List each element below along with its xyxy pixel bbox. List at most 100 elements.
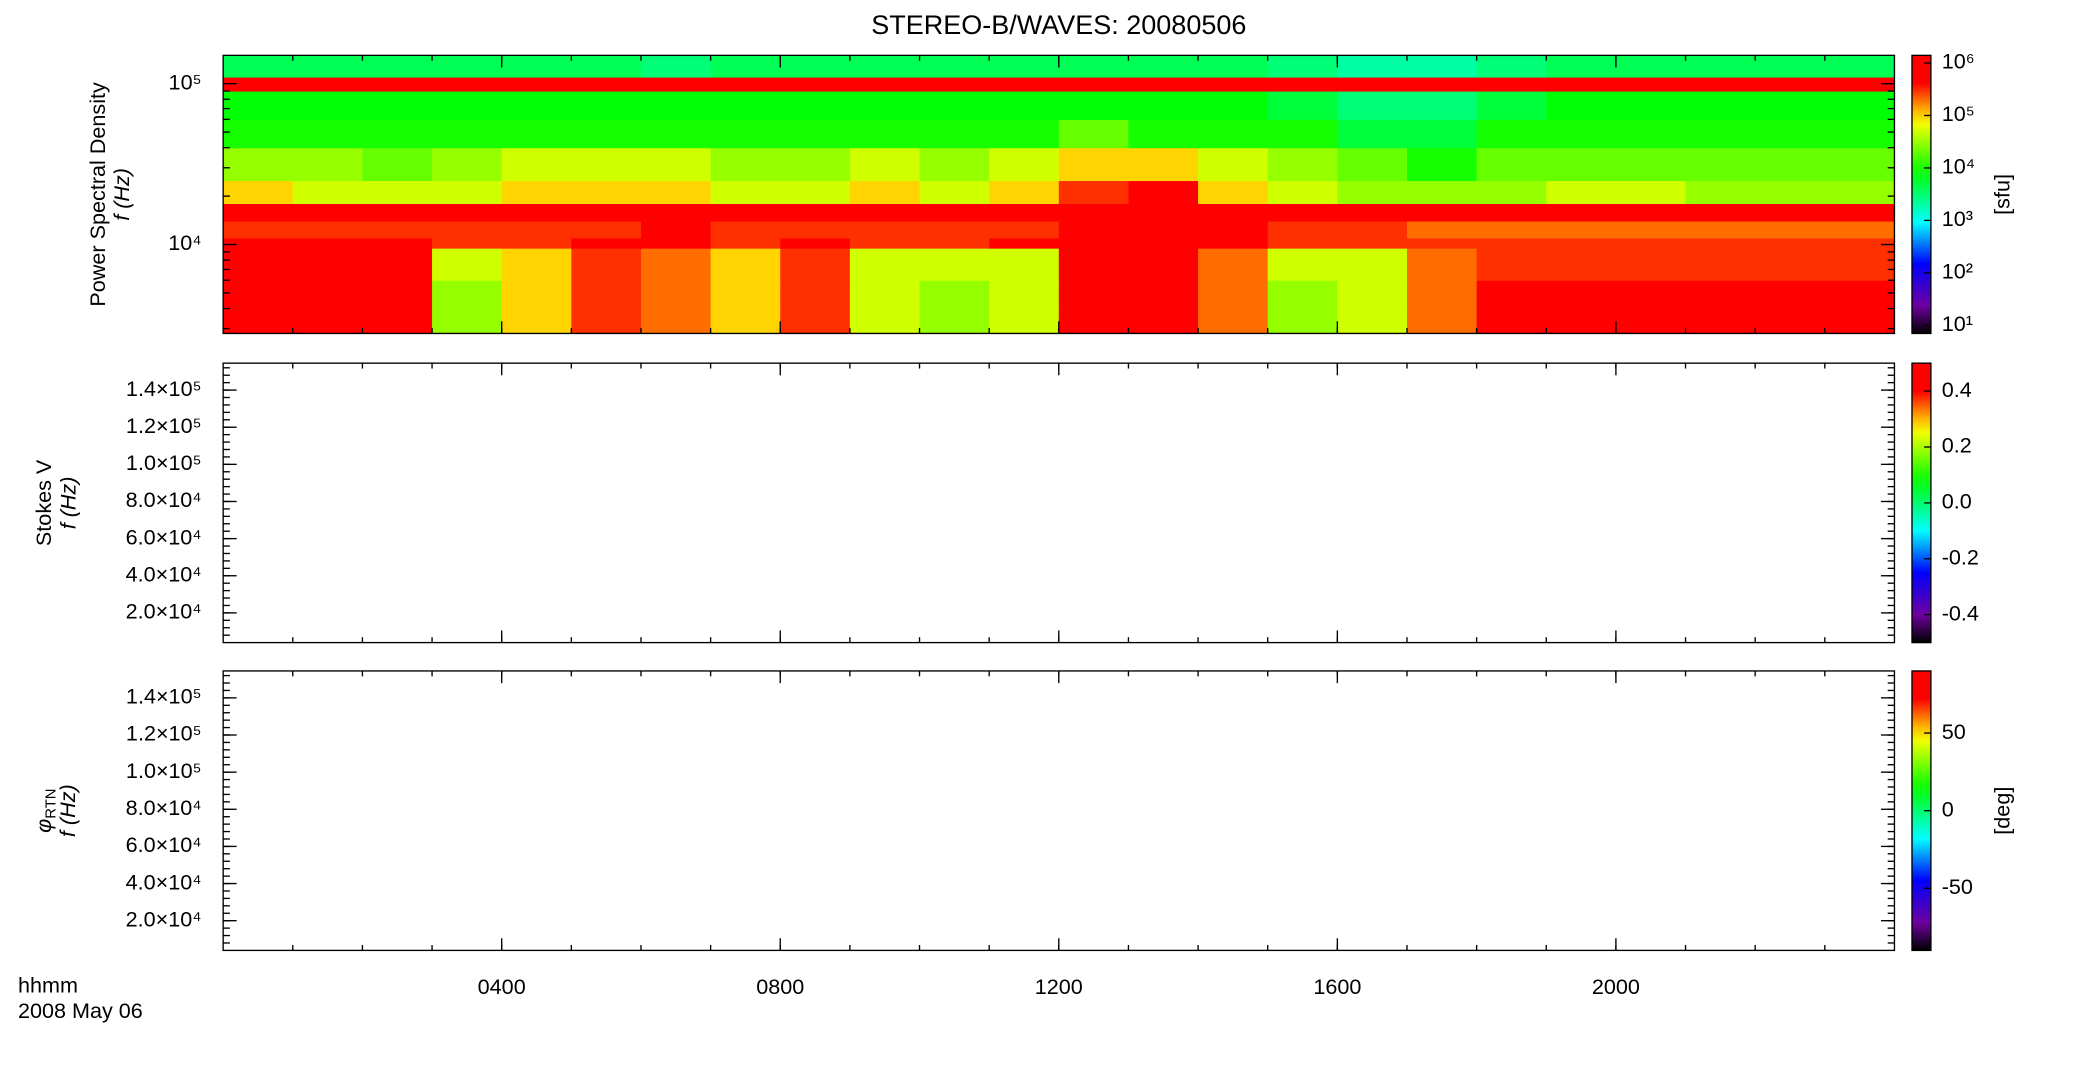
heatmap-cell: [432, 147, 503, 182]
heatmap-cell: [1615, 55, 1687, 78]
x-tick-label: 2000: [1592, 974, 1640, 999]
heatmap-cell: [362, 280, 433, 310]
heatmap-cell: [1615, 180, 1687, 205]
heatmap-cell: [1685, 55, 1756, 78]
heatmap-cell: [1267, 280, 1338, 310]
heatmap-cell: [1128, 280, 1199, 310]
heatmap-cell: [1198, 119, 1269, 149]
heatmap-cell: [1058, 237, 1129, 249]
heatmap-cell: [1824, 119, 1895, 149]
heatmap-cell: [919, 221, 990, 239]
heatmap-cell: [1685, 91, 1756, 120]
heatmap-cell: [1337, 180, 1408, 205]
heatmap-cell: [223, 203, 294, 222]
colorbar-label: [deg]: [1990, 787, 2015, 835]
colorbar-tick-label: 50: [1942, 719, 1966, 744]
heatmap-cell: [501, 237, 572, 249]
heatmap-cell: [571, 248, 642, 281]
heatmap-cell: [1198, 203, 1269, 222]
heatmap-cell: [1685, 203, 1756, 222]
heatmap-cell: [1685, 147, 1756, 182]
heatmap-cell: [362, 203, 433, 222]
heatmap-cell: [640, 147, 712, 182]
heatmap-cell: [1476, 55, 1547, 78]
heatmap-cell: [1058, 147, 1129, 182]
heatmap-cell: [501, 147, 572, 182]
heatmap-cell: [989, 55, 1060, 78]
heatmap-cell: [919, 280, 990, 310]
heatmap-cell: [292, 55, 363, 78]
heatmap-cell: [223, 308, 294, 334]
heatmap-cell: [1058, 91, 1129, 120]
heatmap-cell: [989, 91, 1060, 120]
heatmap-cell: [1337, 147, 1408, 182]
heatmap-cell: [292, 203, 363, 222]
heatmap-cell: [640, 77, 712, 92]
heatmap-cell: [432, 248, 503, 281]
heatmap-cell: [1058, 308, 1129, 334]
heatmap-cell: [640, 119, 712, 149]
heatmap-cell: [849, 55, 921, 78]
heatmap-cell: [780, 248, 851, 281]
heatmap-cell: [362, 237, 433, 249]
heatmap-cell: [710, 77, 781, 92]
heatmap-cell: [1267, 91, 1338, 120]
heatmap-cell: [362, 248, 433, 281]
heatmap-cell: [1058, 203, 1129, 222]
colorbar-tick-label: 0: [1942, 796, 1954, 821]
heatmap-cell: [849, 237, 921, 249]
colorbar-tick-label: -50: [1942, 874, 1973, 899]
heatmap-cell: [989, 180, 1060, 205]
heatmap-cell: [432, 221, 503, 239]
heatmap-cell: [1267, 237, 1338, 249]
heatmap-cell: [989, 119, 1060, 149]
y-tick-label: 8.0×10⁴: [126, 487, 202, 512]
y-axis-label-text: Power Spectral Density: [85, 82, 110, 307]
heatmap-cell: [1824, 91, 1895, 120]
heatmap-cell: [1128, 203, 1199, 222]
heatmap-cell: [501, 91, 572, 120]
heatmap-cell: [1546, 147, 1617, 182]
heatmap-cell: [640, 55, 712, 78]
heatmap-cell: [223, 119, 294, 149]
heatmap-cell: [1406, 91, 1478, 120]
heatmap-cell: [1685, 237, 1756, 249]
heatmap-cell: [1198, 237, 1269, 249]
heatmap-cell: [223, 180, 294, 205]
heatmap-cell: [362, 55, 433, 78]
y-tick-label: 6.0×10⁴: [126, 524, 202, 549]
heatmap-cell: [1267, 248, 1338, 281]
colorbar-tick-label: -0.4: [1942, 600, 1979, 625]
heatmap-cell: [640, 91, 712, 120]
heatmap-cell: [362, 308, 433, 334]
heatmap-cell: [1685, 308, 1756, 334]
plot-frame: [222, 362, 1896, 644]
heatmap-cell: [989, 237, 1060, 249]
heatmap-cell: [1267, 119, 1338, 149]
y-tick-label: 1.2×10⁵: [126, 721, 202, 746]
heatmap-cell: [1824, 280, 1895, 310]
heatmap-cell: [1546, 180, 1617, 205]
heatmap-cell: [1615, 77, 1687, 92]
heatmap-cell: [780, 308, 851, 334]
heatmap-cell: [1824, 203, 1895, 222]
heatmap-cell: [1267, 147, 1338, 182]
heatmap-cell: [1128, 180, 1199, 205]
heatmap-cell: [223, 91, 294, 120]
heatmap-cell: [1267, 221, 1338, 239]
heatmap-cell: [1198, 91, 1269, 120]
heatmap-cell: [849, 180, 921, 205]
colorbar-tick-label: -0.2: [1942, 544, 1979, 569]
heatmap-cell: [780, 221, 851, 239]
heatmap-cell: [1198, 180, 1269, 205]
y-tick-label: 1.2×10⁵: [126, 413, 202, 438]
y-tick-label: 1.0×10⁵: [126, 758, 202, 783]
heatmap-cell: [571, 237, 642, 249]
heatmap-cell: [1337, 308, 1408, 334]
heatmap-cell: [1128, 77, 1199, 92]
y-tick-label: 8.0×10⁴: [126, 795, 202, 820]
heatmap-cell: [1058, 55, 1129, 78]
heatmap-cell: [501, 77, 572, 92]
heatmap-cell: [1128, 55, 1199, 78]
heatmap-cell: [1685, 221, 1756, 239]
